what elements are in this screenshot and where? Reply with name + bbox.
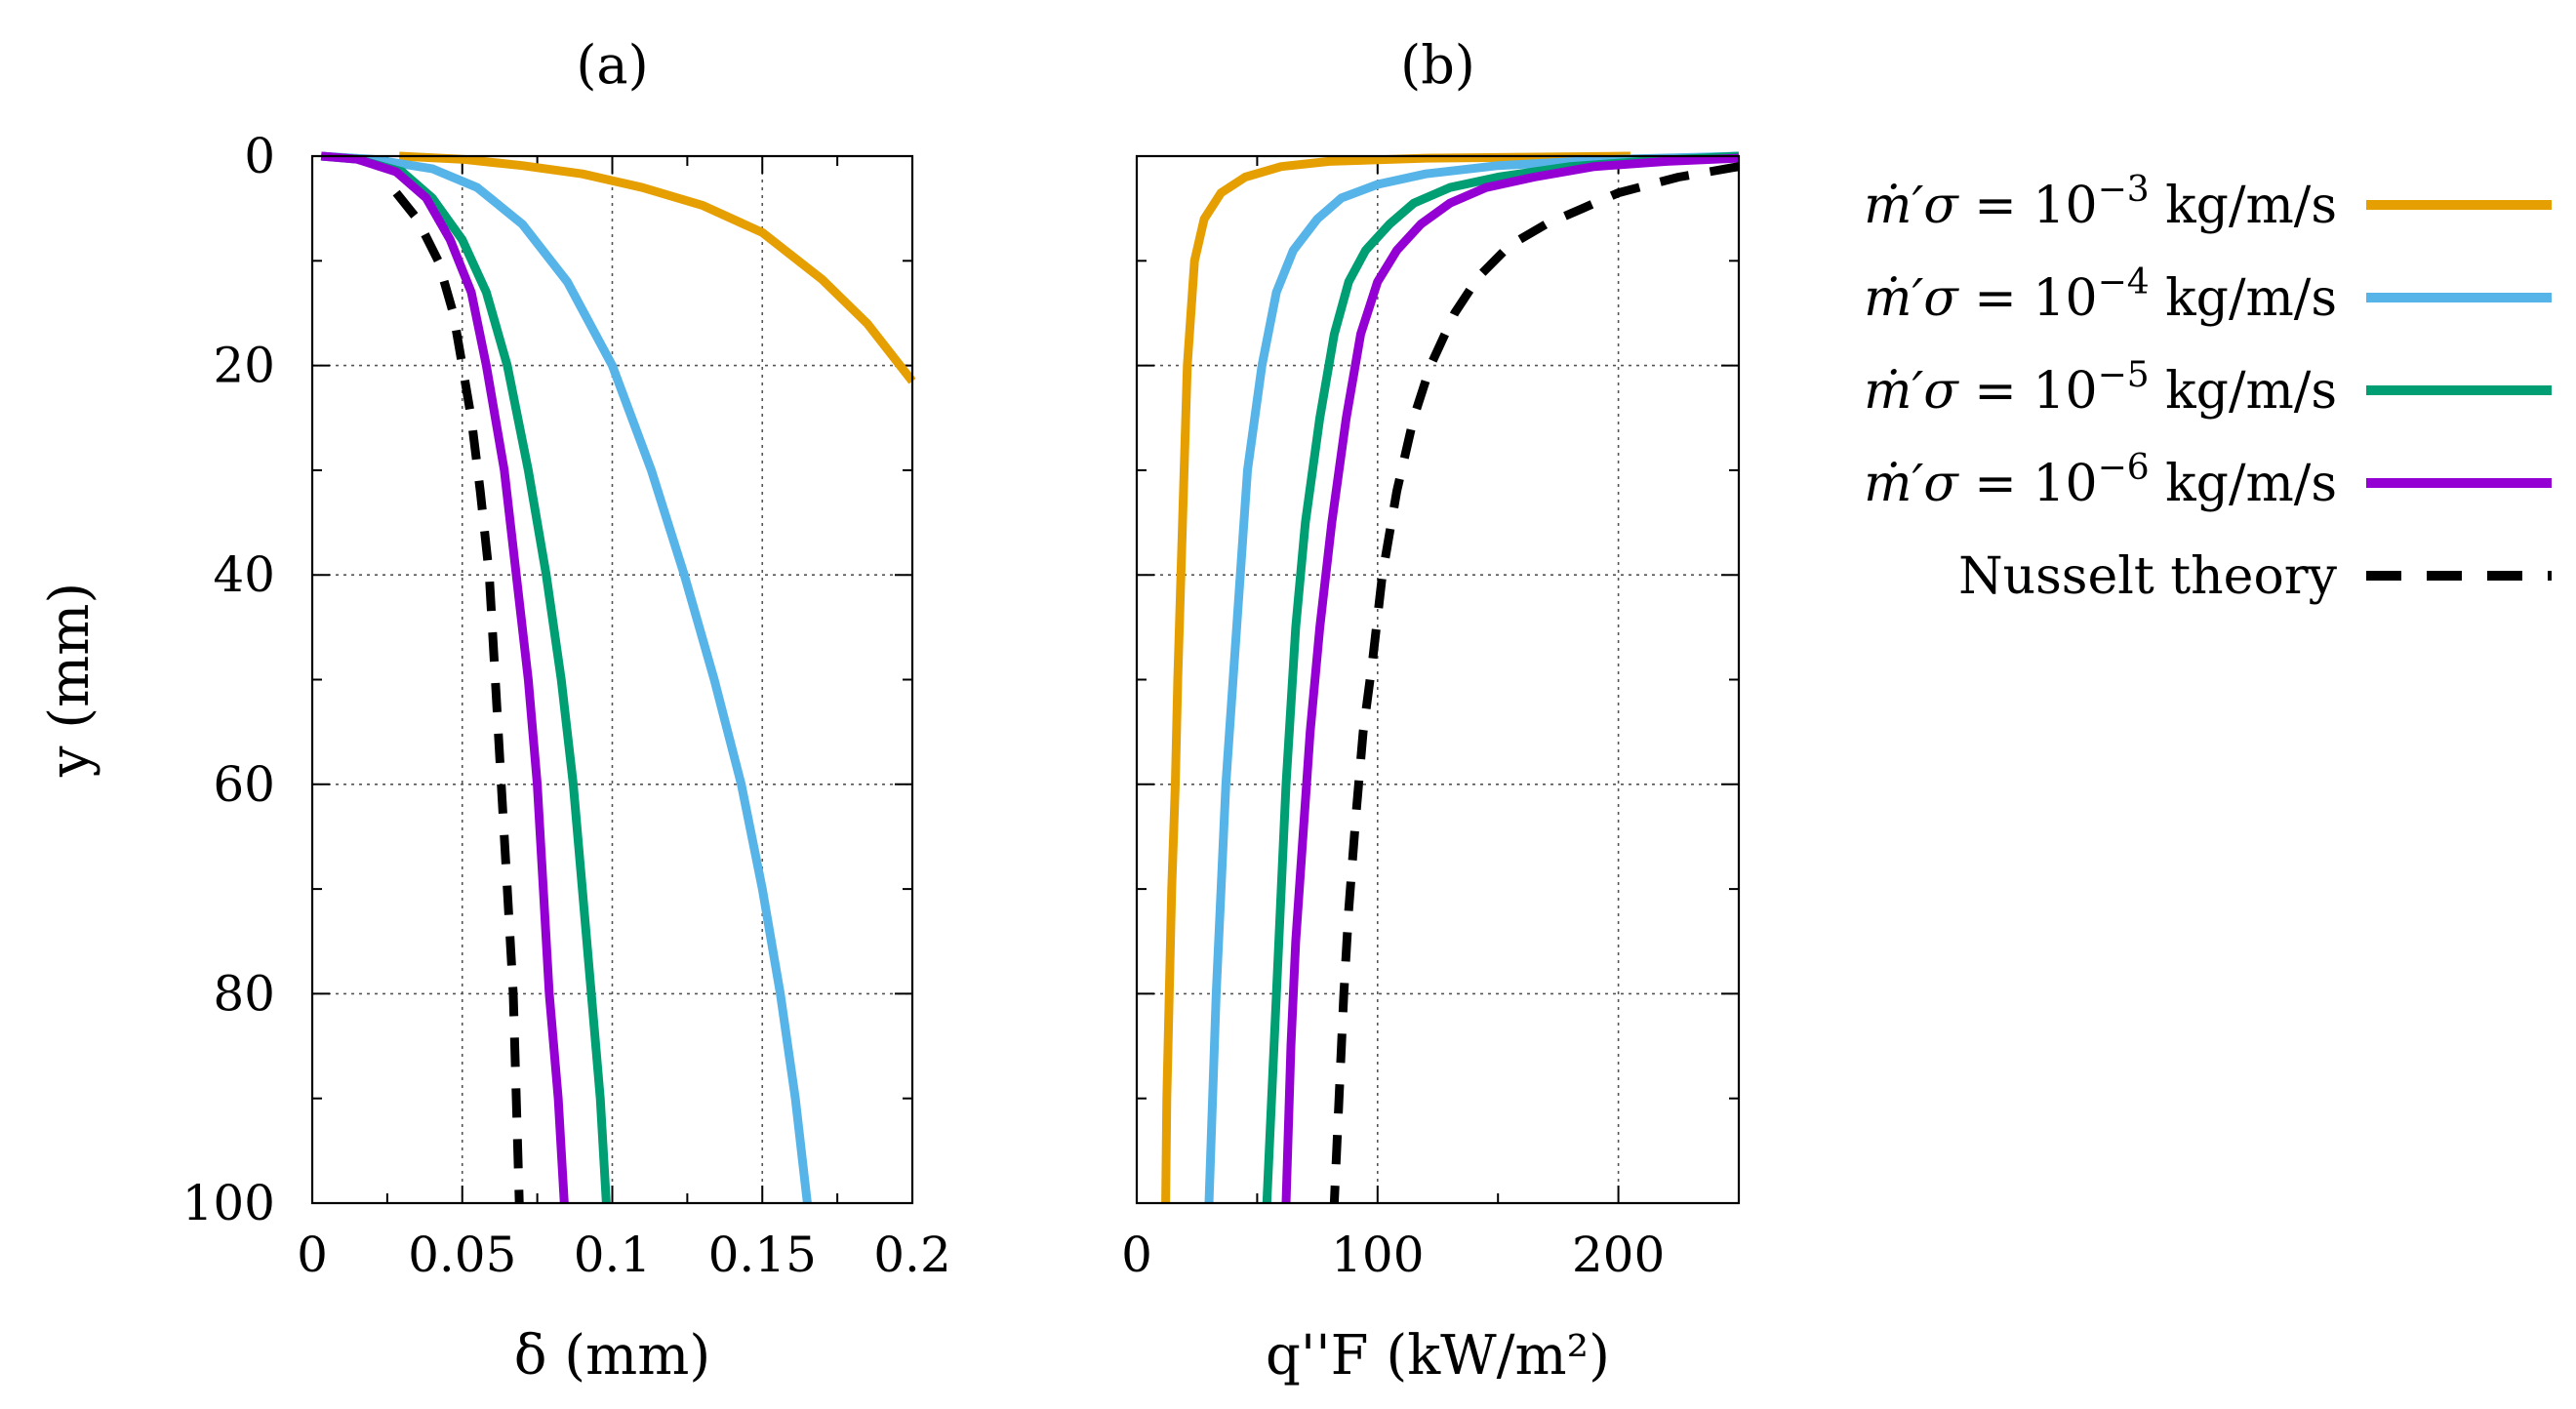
y-tick-label: 40 (213, 546, 275, 603)
y-axis-label: y (mm) (38, 583, 101, 778)
y-tick-label: 80 (213, 965, 275, 1022)
y-tick-label: 0 (244, 128, 275, 184)
series-line (1262, 151, 1740, 1204)
x-tick-label: 0 (297, 1227, 328, 1283)
series-line (392, 189, 524, 1204)
y-tick-label: 60 (213, 756, 275, 813)
series-line (1204, 151, 1740, 1204)
plot-frame (310, 154, 914, 1205)
x-axis-label: q''F (kW/m²) (1266, 1324, 1610, 1388)
x-tick-label: 0.05 (408, 1227, 516, 1283)
series-line (320, 151, 569, 1204)
legend-label: ṁ′σ = 10−5 kg/m/s (1864, 355, 2337, 421)
series-line (1329, 162, 1740, 1204)
legend: ṁ′σ = 10−3 kg/m/s ṁ′σ = 10−4 kg/m/s ṁ′σ = … (1864, 170, 2552, 606)
legend-label: Nusselt theory (1958, 547, 2338, 606)
x-tick-label: 200 (1572, 1227, 1665, 1283)
x-tick-label: 0.2 (873, 1227, 951, 1283)
y-tick-label: 100 (182, 1175, 275, 1231)
x-tick-label: 0 (1121, 1227, 1152, 1283)
series-line (1281, 153, 1740, 1204)
series-line (1161, 151, 1630, 1204)
y-tick-label: 20 (213, 338, 275, 394)
panel-title: (a) (576, 34, 648, 96)
legend-label: ṁ′σ = 10−6 kg/m/s (1864, 448, 2337, 513)
panel-b: 0 100 200 (b) q''F (kW/m²) (1121, 34, 1741, 1388)
x-tick-label: 100 (1331, 1227, 1424, 1283)
panel-a: 0 0.05 0.1 0.15 0.2 0 20 40 60 80 100 (a) δ (mm) y (m… (38, 34, 951, 1388)
legend-label: ṁ′σ = 10−4 kg/m/s (1864, 262, 2337, 328)
legend-label: ṁ′σ = 10−3 kg/m/s (1864, 170, 2337, 235)
series-line (398, 151, 916, 384)
series-line (320, 151, 812, 1204)
panel-title: (b) (1400, 34, 1475, 96)
series-line (320, 151, 611, 1204)
x-axis-label: δ (mm) (514, 1324, 710, 1388)
plot-frame (1135, 154, 1741, 1205)
x-tick-label: 0.15 (708, 1227, 817, 1283)
x-tick-label: 0.1 (574, 1227, 652, 1283)
